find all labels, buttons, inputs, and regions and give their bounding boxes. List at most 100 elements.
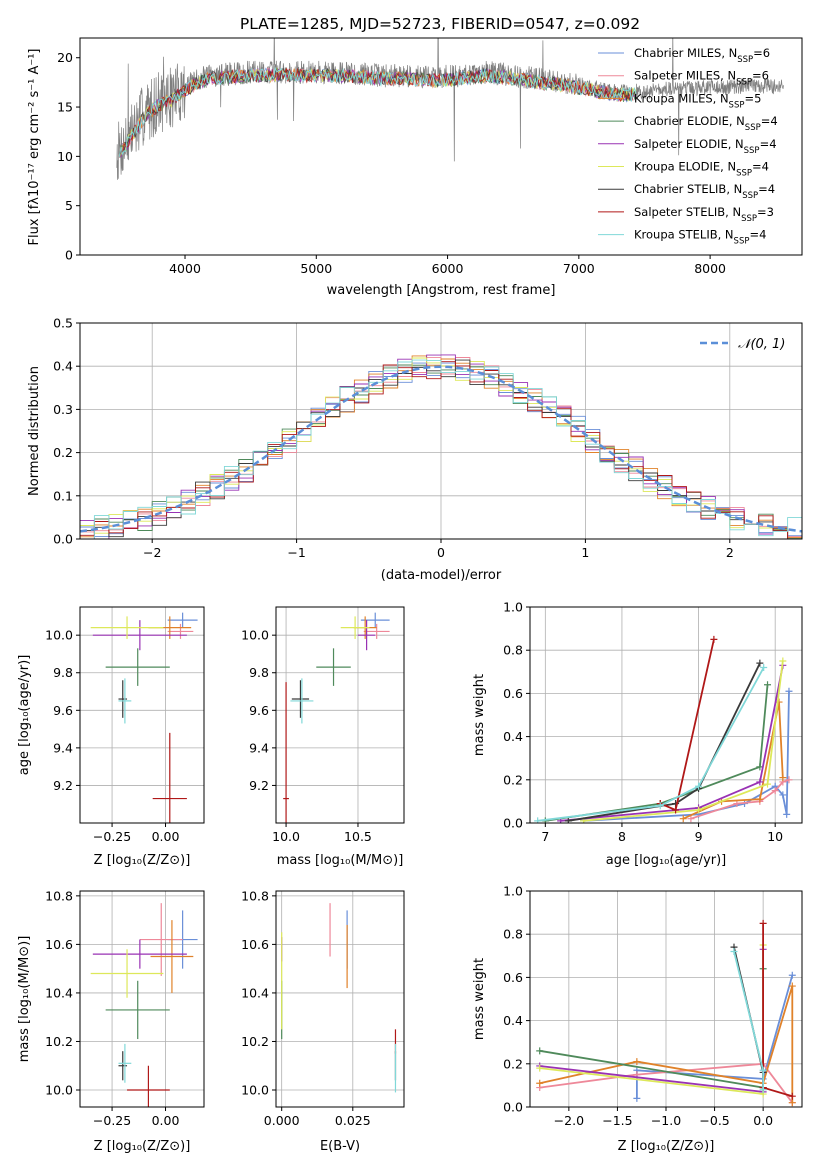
spectrum-xtick-label: 8000: [694, 261, 726, 276]
wAge-point-marker: [756, 795, 764, 803]
wAge-series-line: [583, 660, 784, 822]
spectrum-xtick-label: 4000: [169, 261, 201, 276]
age-vs-mass-axes-frame: [275, 606, 405, 824]
massZ-ytick-label: 10.4: [45, 985, 73, 1000]
wZ-point-marker: [788, 1099, 796, 1107]
wZ-ytick-label: 0.6: [503, 970, 523, 985]
ageZ-ytick-label: 10.0: [45, 628, 73, 643]
massZ-xtick-label: 0.00: [152, 1113, 180, 1128]
spectrum-ytick-label: 15: [57, 100, 73, 115]
spectrum-ytick-label: 20: [57, 50, 73, 65]
ageM-ytick-label: 10.0: [241, 628, 269, 643]
weight-vs-age-ylabel: mass weight: [472, 674, 487, 756]
wZ-point-marker: [759, 919, 767, 927]
massE-ytick-label: 10.0: [241, 1083, 269, 1098]
wAge-series-line: [537, 667, 765, 822]
wZ-ytick-label: 0.2: [503, 1056, 523, 1071]
wZ-point-marker: [759, 1066, 767, 1074]
spectrum-xlabel: wavelength [Angstrom, rest frame]: [327, 283, 556, 298]
wAge-xtick-label: 8: [618, 829, 626, 844]
ageZ-xtick-label: −0.25: [93, 829, 131, 844]
wZ-ytick-label: 1.0: [503, 884, 523, 899]
massZ-xtick-label: −0.25: [93, 1113, 131, 1128]
massZ-ytick-label: 10.6: [45, 937, 73, 952]
ageM-data: [283, 612, 390, 823]
ageM-grid: [276, 607, 404, 823]
massE-ytick-label: 10.8: [241, 888, 269, 903]
wAge-point-marker: [710, 635, 718, 643]
age-vs-Z-xlabel: Z [log₁₀(Z/Z⊙)]: [94, 853, 191, 868]
mass-vs-ebv-panel: 0.000 0.025 10.0 10.2 10.4 10.6 10.8 E(B-V): [241, 888, 405, 1154]
wAge-series-line: [568, 662, 761, 822]
wAge-point-marker: [771, 787, 779, 795]
mass-vs-Z-xlabel: Z [log₁₀(Z/Z⊙)]: [94, 1139, 191, 1154]
wAge-point-marker: [687, 815, 695, 823]
wAge-point-marker: [785, 687, 793, 695]
wZ-point-marker: [788, 982, 796, 990]
ageZ-data: [90, 612, 198, 823]
spectrum-legend-label: Kroupa STELIB, NSSP=4: [634, 228, 766, 247]
wAge-point-marker: [783, 810, 791, 818]
wZ-point-marker: [788, 971, 796, 979]
massE-ytick-label: 10.6: [241, 937, 269, 952]
spectrum-legend-label: Salpeter MILES, NSSP=6: [634, 69, 769, 88]
wZ-ytick-label: 0.0: [503, 1100, 523, 1115]
spectrum-legend-label: Salpeter STELIB, NSSP=3: [634, 205, 774, 224]
spectrum-legend: Chabrier MILES, NSSP=6 Salpeter MILES, NS…: [598, 46, 778, 247]
weight-vs-Z-panel: −2.0 −1.5 −1.0 −0.5 0.0 0.0 0.2 0.4 0.6 0.8 1.0 Z …: [472, 884, 803, 1154]
wAge-point-marker: [756, 659, 764, 667]
wAge-point-marker: [785, 776, 793, 784]
ageM-ytick-label: 9.6: [249, 703, 269, 718]
wAge-point-marker: [656, 802, 664, 810]
wZ-xtick-label: −1.5: [602, 1113, 632, 1128]
wAge-point-marker: [534, 817, 542, 823]
massZ-ytick-label: 10.8: [45, 888, 73, 903]
wAge-point-marker: [764, 780, 772, 788]
wAge-point-marker: [764, 681, 772, 689]
wZ-xtick-label: 0.0: [753, 1113, 773, 1128]
wAge-xtick-label: 9: [695, 829, 703, 844]
wZ-point-marker: [536, 1064, 544, 1072]
residuals-ytick-label: 0.5: [53, 316, 73, 331]
spectrum-ylabel: Flux [fλ10⁻¹⁷ erg cm⁻² s⁻¹ A⁻¹]: [27, 49, 42, 246]
wZ-xtick-label: −2.0: [554, 1113, 584, 1128]
residuals-panel: −2 −1 0 1 2 0.0 0.1 0.2 0.3 0.4 0.5 𝒩(0, 1) (data-…: [27, 316, 803, 583]
spectrum-ytick-label: 5: [65, 198, 73, 213]
wZ-point-marker: [730, 947, 738, 955]
massZ-ytick-label: 10.0: [45, 1083, 73, 1098]
wZ-point-marker: [633, 1094, 641, 1102]
massE-ytick-label: 10.2: [241, 1034, 269, 1049]
spectrum-ytick-label: 10: [57, 149, 73, 164]
age-vs-Z-ylabel: age [log₁₀(age/yr)]: [17, 655, 32, 776]
residuals-xtick-label: −2: [143, 545, 161, 560]
residuals-xtick-label: 1: [581, 545, 589, 560]
residuals-ytick-label: 0.3: [53, 402, 73, 417]
spectrum-xtick-label: 7000: [563, 261, 595, 276]
ageZ-grid: [80, 607, 204, 823]
residuals-ylabel: Normed distribution: [27, 366, 42, 496]
age-vs-mass-xlabel: mass [log₁₀(M/M⊙)]: [277, 853, 404, 868]
spectrum-legend-label: Kroupa ELODIE, NSSP=4: [634, 160, 769, 179]
massE-grid: [276, 891, 404, 1107]
wAge-series-line: [659, 639, 715, 812]
wZ-xtick-label: −1.0: [651, 1113, 681, 1128]
residuals-ytick-label: 0.1: [53, 488, 73, 503]
massZ-data: [90, 903, 198, 1107]
wAge-ytick-label: 0.8: [503, 643, 523, 658]
residuals-data: [80, 354, 802, 539]
residuals-ytick-label: 0.2: [53, 445, 73, 460]
residuals-ytick-label: 0.0: [53, 532, 73, 547]
mass-vs-Z-axes-frame: [79, 890, 205, 1108]
wAge-point-marker: [679, 815, 687, 823]
mass-vs-ebv-xlabel: E(B-V): [320, 1139, 360, 1154]
spectrum-ytick-label: 0: [65, 248, 73, 263]
spectrum-panel: 4000 5000 6000 7000 8000 0 5 10 15 20 Chabrier MI…: [27, 37, 803, 298]
weight-vs-age-xlabel: age [log₁₀(age/yr)]: [606, 853, 727, 868]
wAge-point-marker: [695, 782, 703, 790]
wAge-point-marker: [672, 806, 680, 814]
residuals-legend: 𝒩(0, 1): [700, 337, 785, 352]
wAge-ytick-label: 0.2: [503, 772, 523, 787]
massE-data: [281, 903, 397, 1093]
residuals-legend-label: 𝒩(0, 1): [738, 337, 785, 352]
